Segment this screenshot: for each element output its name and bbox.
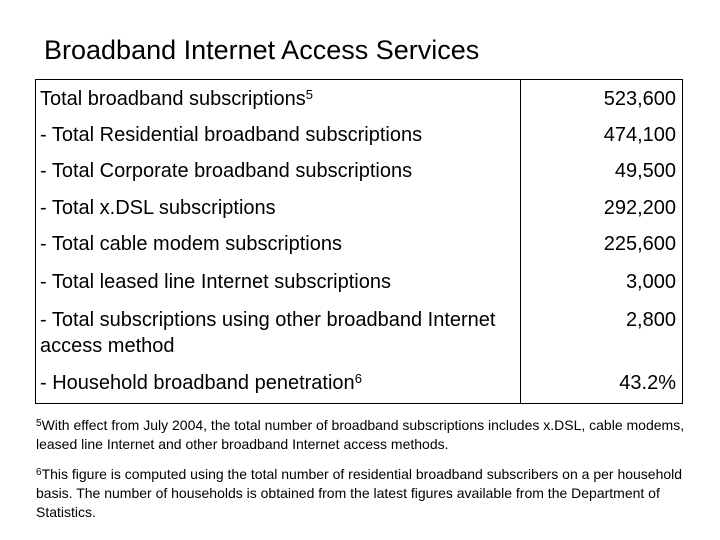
footnote-ref: 5 <box>305 87 313 102</box>
row-value: 225,600 <box>603 233 676 255</box>
row-label: Total broadband subscriptions5 <box>40 86 510 112</box>
footnote: 6This figure is computed using the total… <box>36 465 686 522</box>
footnote-text: This figure is computed using the total … <box>36 466 683 520</box>
row-value: 3,000 <box>625 271 676 293</box>
subscriptions-table: Total broadband subscriptions5 523,600 -… <box>35 79 683 404</box>
row-label: - Total leased line Internet subscriptio… <box>40 271 391 293</box>
row-value: 2,800 <box>625 309 676 331</box>
footnote-mark: 6 <box>36 467 42 478</box>
footnote-text: With effect from July 2004, the total nu… <box>36 417 685 452</box>
footnote-ref: 6 <box>354 371 362 386</box>
row-label: - Total x.DSL subscriptions <box>40 197 276 219</box>
row-label-text: - Household broadband penetration <box>40 372 355 394</box>
row-value: 474,100 <box>603 124 676 146</box>
row-label: - Household broadband penetration6 <box>40 370 510 396</box>
row-value: 523,600 <box>603 88 676 110</box>
row-label: - Total subscriptions using other broadb… <box>40 309 496 357</box>
row-label-text: Total broadband subscriptions <box>40 88 306 110</box>
row-value: 43.2% <box>619 372 676 394</box>
row-label: - Total Corporate broadband subscription… <box>40 160 413 182</box>
row-value: 49,500 <box>614 160 676 182</box>
row-label: - Total cable modem subscriptions <box>40 233 342 255</box>
column-divider <box>520 80 521 403</box>
row-value: 292,200 <box>603 197 676 219</box>
row-label: - Total Residential broadband subscripti… <box>40 124 423 146</box>
page-title: Broadband Internet Access Services <box>44 35 480 65</box>
footnote-mark: 5 <box>36 418 42 429</box>
footnote: 5With effect from July 2004, the total n… <box>36 416 686 454</box>
